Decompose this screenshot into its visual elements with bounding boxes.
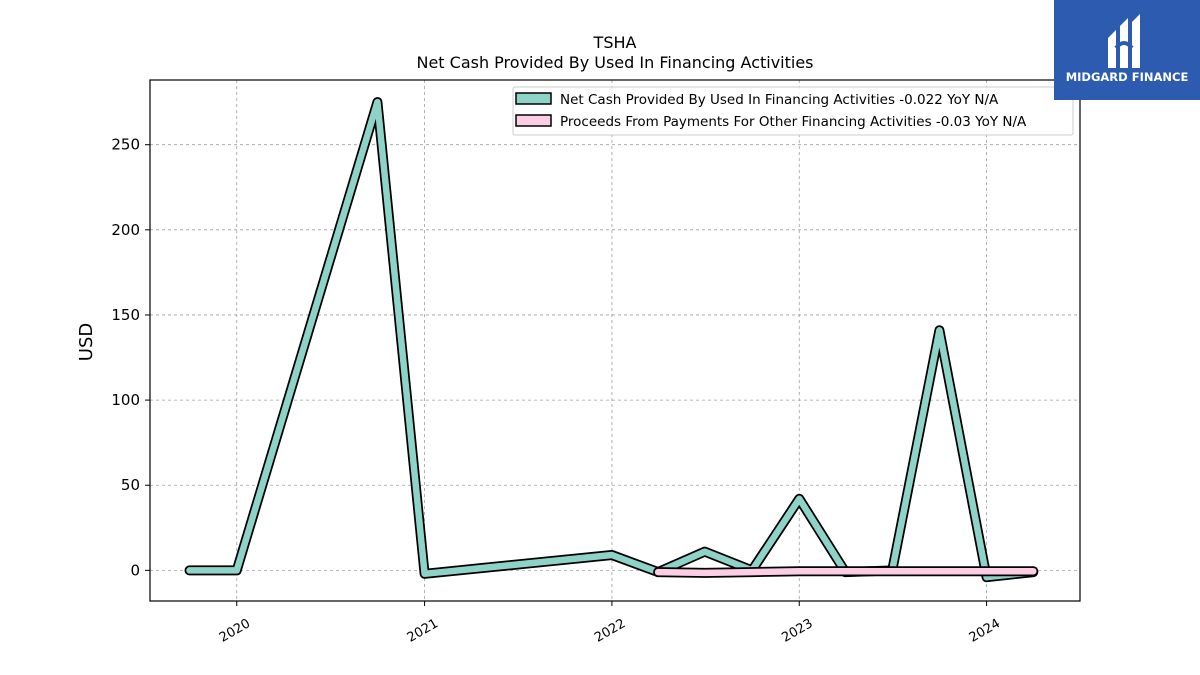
grid xyxy=(150,80,1080,601)
x-tick-label: 2023 xyxy=(779,616,815,646)
brand-logo: MIDGARD FINANCE xyxy=(1054,0,1200,100)
series-0-line xyxy=(186,98,1037,581)
chart-subtitle: Net Cash Provided By Used In Financing A… xyxy=(416,53,813,72)
y-tick-label: 50 xyxy=(121,476,140,494)
y-tick-label: 150 xyxy=(111,306,140,324)
y-axis-label: USD xyxy=(76,323,97,361)
plot-frame xyxy=(149,79,1081,602)
x-axis: 2020 2021 2022 2023 2024 xyxy=(217,601,1003,646)
legend: Net Cash Provided By Used In Financing A… xyxy=(512,86,1074,136)
y-tick-label: 100 xyxy=(111,391,140,409)
series-1-line xyxy=(654,567,1037,577)
series-layer xyxy=(184,97,1039,583)
legend-label-0: Net Cash Provided By Used In Financing A… xyxy=(560,92,999,108)
logo-text: MIDGARD FINANCE xyxy=(1065,70,1189,84)
y-tick-label: 250 xyxy=(111,136,140,154)
chart-title: TSHA xyxy=(593,33,637,52)
logo-mark-icon xyxy=(1108,14,1140,68)
x-tick-label: 2022 xyxy=(592,616,628,646)
y-axis: 0 50 100 150 200 250 xyxy=(111,136,150,579)
x-tick-label: 2020 xyxy=(217,616,253,646)
y-tick-label: 0 xyxy=(130,561,140,579)
legend-label-1: Proceeds From Payments For Other Financi… xyxy=(560,114,1027,130)
x-tick-label: 2021 xyxy=(405,616,441,646)
legend-swatch-1 xyxy=(515,114,552,127)
x-tick-label: 2024 xyxy=(967,616,1003,646)
legend-box xyxy=(512,86,1074,136)
legend-swatch-0 xyxy=(515,92,552,105)
y-tick-label: 200 xyxy=(111,221,140,239)
